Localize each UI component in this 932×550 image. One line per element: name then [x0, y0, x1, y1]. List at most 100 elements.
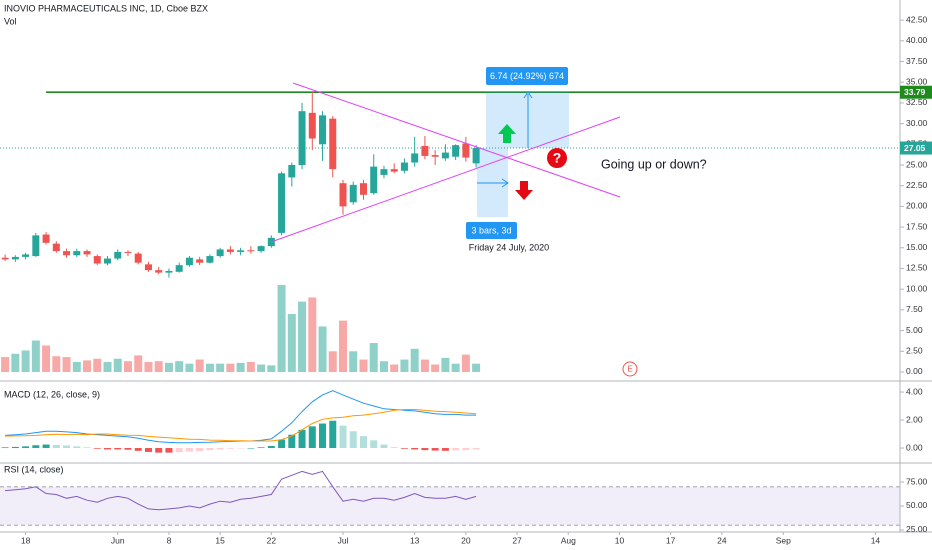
trend-line-lower	[270, 116, 621, 243]
macd-histogram-bar	[298, 429, 306, 449]
volume-bar	[154, 361, 163, 372]
earnings-marker	[622, 361, 638, 377]
volume-bar	[134, 355, 143, 372]
volume-bar	[62, 357, 71, 372]
macd-histogram-bar	[114, 448, 122, 450]
candle-body	[308, 112, 316, 139]
earnings-label: E	[627, 365, 632, 374]
y-tick-label: 17.50	[906, 221, 928, 231]
candle-body	[144, 264, 152, 271]
volume-bar	[287, 314, 296, 372]
y-tick-label: 7.50	[906, 304, 923, 314]
axis-labels-layer: 0.00 2.50 5.00 7.50 10.00 12.50 15.00 17.50 20.0…	[21, 14, 932, 545]
volume-bar	[31, 340, 40, 372]
candle-body	[441, 152, 449, 159]
y-tick-label: 2.00	[906, 414, 923, 424]
macd-histogram-bar	[1, 447, 9, 449]
candle-body	[196, 259, 204, 263]
y-tick-label: 0.00	[906, 442, 923, 452]
macd-histogram-bar	[472, 448, 480, 450]
candle-body	[298, 111, 306, 166]
candle-body	[104, 258, 112, 264]
y-tick-label: 0.00	[906, 366, 923, 376]
volume-bar	[195, 359, 204, 372]
price-level-box	[900, 85, 932, 99]
rsi-title: RSI (14, close)	[4, 464, 64, 474]
background-layer	[0, 285, 900, 526]
macd-histogram-bar	[226, 448, 234, 449]
macd-histogram-bar	[42, 444, 50, 449]
measure-label: 6.74 (24.92%) 674	[490, 71, 564, 81]
question-icon	[547, 148, 567, 168]
volume-bar	[52, 356, 61, 372]
candle-body	[42, 234, 50, 243]
marks-layer	[0, 91, 900, 511]
candle-body	[329, 118, 337, 170]
range-arrow-head	[501, 178, 509, 188]
y-tick-label: 12.50	[906, 263, 928, 273]
x-tick-label: 20	[461, 535, 471, 545]
price-level-label: 33.79	[904, 87, 926, 97]
candle-body	[22, 254, 30, 257]
macd-histogram-bar	[175, 448, 183, 453]
price-level-label: 27.05	[904, 143, 926, 153]
volume-bar	[359, 359, 368, 372]
y-tick-label: 32.50	[906, 97, 928, 107]
candle-body	[288, 165, 296, 178]
x-tick-label: 8	[167, 535, 172, 545]
macd-histogram-bar	[349, 431, 357, 449]
volume-bar	[308, 297, 317, 372]
macd-histogram-bar	[421, 448, 429, 451]
volume-bar	[175, 361, 184, 372]
x-tick-label: 13	[410, 535, 420, 545]
macd-histogram-bar	[308, 426, 316, 449]
volume-bar	[93, 358, 102, 372]
candle-body	[278, 173, 286, 233]
trend-line-upper	[292, 82, 621, 198]
x-tick-label: Jun	[111, 535, 125, 545]
macd-histogram-bar	[185, 448, 193, 452]
volume-bar	[451, 363, 460, 372]
macd-histogram-bar	[237, 448, 245, 449]
macd-histogram-bar	[257, 447, 265, 449]
macd-histogram-bar	[11, 446, 19, 449]
macd-histogram-bar	[390, 447, 398, 449]
candle-body	[11, 256, 19, 260]
volume-bar	[123, 361, 132, 372]
y-tick-label: 4.00	[906, 386, 923, 396]
macd-histogram-bar	[206, 448, 214, 451]
candle-body	[411, 153, 419, 163]
macd-histogram-bar	[329, 420, 337, 449]
x-tick-label: 27	[512, 535, 522, 545]
macd-histogram-bar	[380, 444, 388, 449]
volume-bar	[461, 354, 470, 372]
x-tick-label: Aug	[561, 535, 576, 545]
candle-body	[73, 251, 81, 256]
candle-body	[175, 265, 183, 272]
volume-bar	[318, 326, 327, 372]
macd-histogram-bar	[73, 446, 81, 449]
volume-bar	[390, 364, 399, 372]
volume-bar	[379, 361, 388, 372]
measure-label-box	[486, 67, 568, 85]
volume-bar	[420, 359, 429, 372]
measure-arrow-head	[523, 91, 533, 99]
volume-bar	[257, 364, 266, 372]
candle-body	[1, 257, 9, 260]
macd-histogram-bar	[124, 448, 132, 450]
volume-bar	[400, 359, 409, 372]
macd-histogram-bar	[359, 436, 367, 449]
macd-histogram-bar	[339, 425, 347, 449]
candle-body	[319, 115, 327, 145]
macd-histogram-bar	[288, 434, 296, 449]
candle-body	[155, 270, 163, 273]
date-label: Friday 24 July, 2020	[469, 242, 549, 252]
macd-histogram-bar	[165, 448, 173, 453]
volume-bar	[410, 348, 419, 372]
candle-body	[359, 183, 367, 195]
volume-bar	[216, 363, 225, 372]
candle-body	[257, 246, 265, 252]
